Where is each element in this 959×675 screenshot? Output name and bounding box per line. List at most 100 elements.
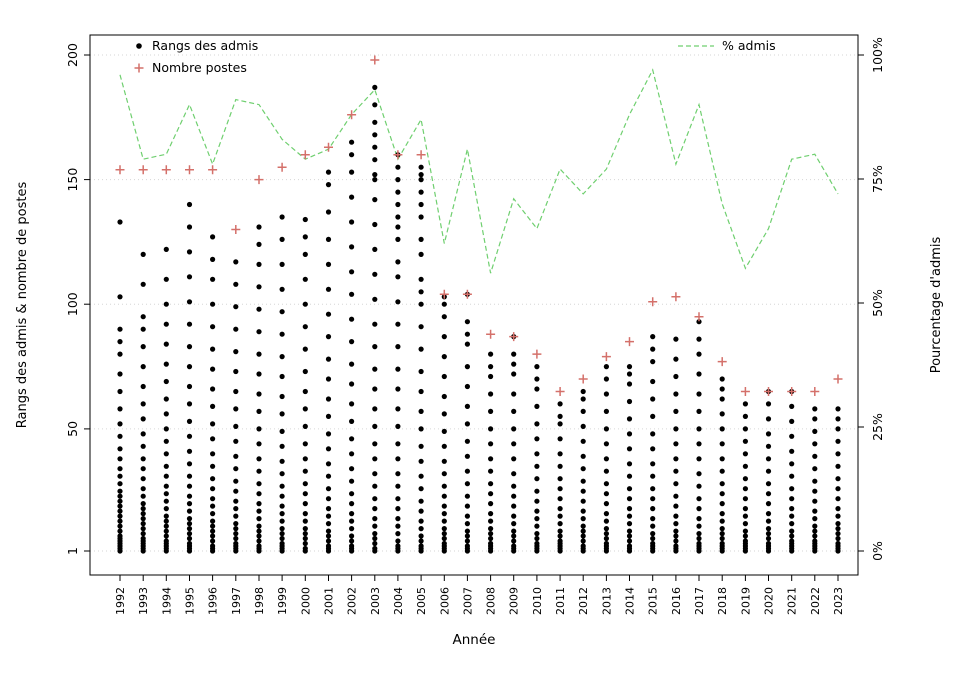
rank-point — [418, 301, 424, 307]
rank-point — [163, 523, 169, 529]
rank-point — [418, 486, 424, 492]
rank-point — [325, 486, 332, 492]
data-layer — [115, 55, 843, 554]
rank-point — [140, 493, 146, 499]
rank-point — [349, 269, 355, 275]
rank-point — [789, 486, 795, 492]
rank-point — [117, 513, 123, 519]
rank-point — [163, 528, 169, 534]
rank-point — [719, 386, 725, 392]
rank-point — [835, 496, 841, 502]
rank-point — [557, 463, 563, 469]
rank-point — [534, 498, 540, 504]
rank-point — [673, 336, 679, 342]
rank-point — [372, 540, 378, 547]
rank-point — [210, 234, 216, 240]
rank-point — [395, 299, 401, 305]
rank-point — [488, 526, 494, 532]
rank-point — [812, 523, 818, 529]
rank-point — [349, 526, 355, 532]
rank-point — [279, 428, 285, 434]
rank-point — [163, 506, 169, 512]
rank-point — [210, 324, 216, 330]
rank-point — [372, 496, 378, 502]
rank-point — [256, 284, 262, 290]
rank-point — [372, 523, 378, 529]
rank-point — [372, 144, 378, 150]
rank-point — [349, 339, 355, 345]
rank-point — [279, 510, 285, 517]
rank-point — [696, 516, 702, 522]
rank-point — [186, 483, 193, 489]
rank-point — [626, 461, 633, 467]
rank-point — [626, 486, 633, 492]
rank-point — [765, 481, 772, 487]
rank-point — [464, 538, 470, 544]
rank-point — [256, 501, 262, 507]
x-tick-label: 2015 — [647, 587, 660, 615]
rank-point — [279, 531, 285, 537]
rank-point — [673, 528, 679, 534]
rank-point — [302, 531, 308, 537]
rank-point — [719, 531, 725, 537]
rank-point — [742, 401, 749, 407]
rank-point — [835, 486, 841, 492]
rank-point — [696, 371, 702, 377]
rank-point — [441, 354, 447, 360]
x-axis-title: Année — [453, 632, 496, 648]
rank-point — [372, 177, 378, 183]
rank-point — [163, 491, 169, 497]
x-tick-label: 2003 — [369, 587, 382, 615]
rank-point — [233, 535, 239, 542]
rank-point — [395, 386, 401, 392]
rank-point — [580, 396, 586, 402]
rank-point — [789, 506, 795, 512]
rank-point — [233, 281, 239, 287]
postes-point — [764, 387, 773, 396]
rank-point — [812, 528, 818, 534]
rank-point — [696, 535, 702, 542]
rank-point — [418, 276, 424, 282]
rank-point — [580, 528, 586, 534]
rank-point — [395, 366, 401, 372]
rank-point — [210, 276, 216, 282]
rank-point — [233, 349, 239, 355]
rank-point — [812, 453, 818, 459]
rank-point — [210, 421, 216, 427]
rank-point — [117, 518, 123, 524]
rank-point — [256, 508, 262, 514]
rank-point — [372, 119, 378, 125]
rank-point — [210, 256, 216, 262]
rank-point — [395, 189, 401, 195]
rank-point — [488, 531, 494, 537]
rank-point — [765, 510, 772, 517]
rank-point — [742, 506, 749, 512]
rank-point — [742, 528, 749, 534]
postes-point — [231, 225, 241, 234]
rank-point — [325, 396, 332, 402]
postes-point — [671, 292, 681, 302]
rank-point — [302, 301, 308, 307]
rank-point — [603, 456, 610, 462]
rank-point — [418, 508, 424, 514]
y-right-tick-label: 50% — [870, 289, 885, 317]
rank-point — [464, 513, 470, 519]
rank-point — [765, 540, 772, 547]
rank-point — [673, 533, 679, 539]
rank-point — [349, 533, 355, 539]
rank-point — [511, 441, 517, 447]
rank-point — [488, 441, 494, 447]
postes-point — [810, 387, 820, 396]
rank-point — [557, 401, 563, 407]
rank-point — [626, 538, 633, 544]
rank-point — [349, 152, 355, 158]
rank-point — [673, 441, 679, 447]
rank-point — [765, 535, 772, 542]
x-tick-label: 1998 — [253, 587, 266, 615]
rank-point — [140, 281, 146, 287]
rank-point — [603, 510, 610, 517]
rank-point — [603, 535, 610, 542]
rank-point — [765, 416, 772, 422]
rank-point — [511, 528, 517, 534]
rank-point — [233, 259, 239, 265]
